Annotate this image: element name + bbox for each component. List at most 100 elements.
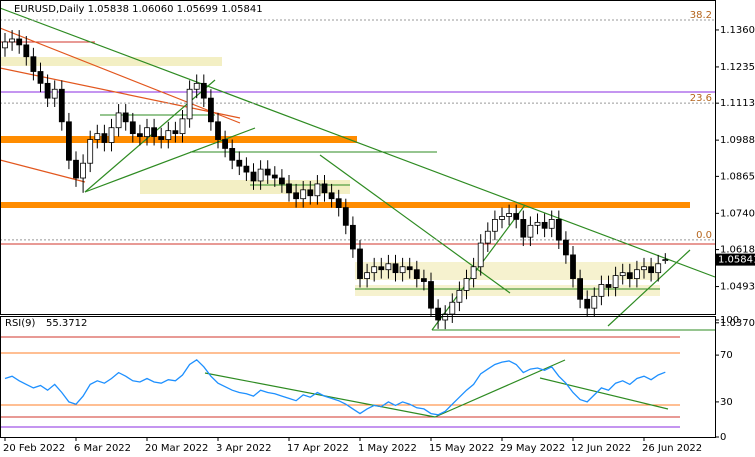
zone — [140, 180, 350, 194]
candle-body — [491, 219, 498, 232]
candle-body — [420, 278, 427, 282]
candle-body — [563, 239, 569, 256]
candle-body — [555, 219, 562, 241]
last-price-box — [716, 253, 755, 266]
fib-label: 23.6 — [690, 93, 712, 104]
main-panel-border — [0, 0, 716, 315]
marks: 1.13605 1.12355 1.11130 1.09880 1.08655 1.074… — [0, 10, 755, 454]
candle-body — [371, 266, 378, 274]
candle-body — [449, 301, 456, 315]
x-tick-label: 12 Jun 2022 — [571, 443, 631, 454]
y-tick-label: 1.03705 — [720, 318, 755, 329]
candle-body — [484, 230, 491, 244]
candle-body — [527, 224, 534, 238]
trend-line — [431, 204, 526, 331]
candle-body — [2, 41, 8, 49]
trend-line — [84, 127, 256, 193]
candle-body — [626, 272, 633, 279]
candle-body — [101, 133, 108, 143]
candle-body — [136, 133, 143, 137]
candle-body — [94, 133, 101, 140]
y-tick-label: 1.13605 — [720, 25, 755, 36]
rsi-title: RSI(9) — [5, 318, 36, 329]
candle-body — [378, 266, 385, 271]
candle-body — [392, 263, 399, 274]
y-tick-label: 70 — [720, 350, 733, 361]
x-tick-label: 20 Feb 2022 — [3, 443, 65, 454]
y-tick-label: 1.12355 — [720, 62, 755, 73]
candle-body — [385, 263, 392, 271]
trend-line — [607, 249, 691, 327]
trend-line — [0, 7, 716, 278]
candle-body — [23, 44, 30, 58]
candle-body — [186, 88, 193, 120]
candle-body — [548, 219, 555, 229]
last-price: 1.05841 — [718, 255, 755, 266]
candle-body — [16, 38, 23, 46]
candle-body — [662, 259, 669, 262]
rsi-trend-line — [539, 377, 669, 410]
fib-label: 38.2 — [690, 10, 712, 21]
candle-body — [229, 148, 236, 161]
candle-body — [641, 266, 647, 271]
candle-body — [286, 183, 292, 194]
x-tick-label: 1 May 2022 — [358, 443, 417, 454]
candle-body — [520, 219, 527, 238]
candle-body — [158, 136, 165, 140]
zone — [0, 202, 690, 208]
candle-body — [577, 278, 583, 300]
candle-body — [122, 112, 129, 123]
y-tick-label: 1.06180 — [720, 245, 755, 256]
candle-body — [207, 97, 214, 123]
candle-body — [513, 213, 520, 220]
candle-body — [236, 159, 243, 167]
candle-body — [307, 189, 314, 197]
candle-body — [9, 38, 16, 43]
candle-body — [463, 278, 470, 291]
candle-body — [250, 171, 257, 182]
rsi-trend-line — [204, 372, 436, 418]
candle-body — [619, 272, 626, 277]
y-tick-label: 1.04930 — [720, 282, 755, 293]
candle-body — [44, 82, 51, 99]
candle-body — [648, 266, 654, 274]
trend-line — [84, 79, 216, 193]
candle-body — [612, 275, 619, 288]
candle-body — [115, 112, 122, 129]
chart-title: EURUSD,Daily 1.05838 1.06060 1.05699 1.0… — [14, 4, 263, 15]
candle-body — [73, 159, 79, 179]
x-tick-label: 29 May 2022 — [500, 443, 565, 454]
candle-body — [328, 192, 335, 200]
rsi-value: 55.3712 — [46, 318, 87, 329]
candle-body — [151, 127, 158, 137]
candle-body — [357, 248, 363, 279]
candle-body — [257, 168, 264, 182]
candle-body — [584, 298, 591, 309]
x-tick-label: 3 Apr 2022 — [216, 443, 271, 454]
candle-body — [655, 263, 662, 274]
zone — [0, 57, 222, 66]
y-tick-label: 30 — [720, 397, 733, 408]
trend-line — [319, 154, 511, 294]
rsi-line — [4, 358, 666, 416]
candle-body — [172, 130, 179, 135]
candle-body — [399, 266, 406, 274]
candle-body — [37, 71, 44, 84]
candle-body — [634, 269, 640, 279]
x-tick-label: 20 Mar 2022 — [145, 443, 208, 454]
candle-body — [165, 130, 172, 140]
candle-body — [499, 216, 505, 220]
candle-body — [349, 224, 356, 250]
candle-body — [470, 266, 477, 279]
candle-body — [30, 56, 37, 72]
candle-body — [271, 174, 278, 179]
drawings — [0, 7, 716, 428]
candle-body — [477, 242, 484, 268]
candle-body — [335, 198, 342, 208]
candle-body — [321, 183, 328, 194]
rsi-panel-border — [0, 316, 716, 438]
candle-body — [314, 183, 321, 197]
candle-body — [108, 127, 115, 143]
